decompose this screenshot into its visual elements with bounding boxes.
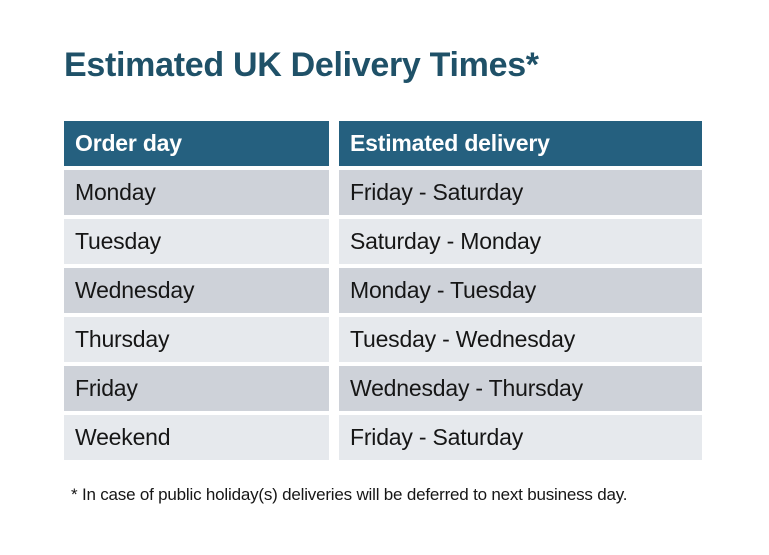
table-cell-order-day: Friday <box>64 366 329 411</box>
delivery-times-table: Order day Estimated delivery Monday Frid… <box>64 121 702 460</box>
table-cell-estimated-delivery: Friday - Saturday <box>339 170 702 215</box>
page-title: Estimated UK Delivery Times* <box>64 46 539 84</box>
table-cell-estimated-delivery: Wednesday - Thursday <box>339 366 702 411</box>
column-header-estimated-delivery: Estimated delivery <box>339 121 702 166</box>
table-cell-order-day: Tuesday <box>64 219 329 264</box>
table-cell-order-day: Weekend <box>64 415 329 460</box>
table-cell-order-day: Wednesday <box>64 268 329 313</box>
table-cell-estimated-delivery: Saturday - Monday <box>339 219 702 264</box>
table-cell-estimated-delivery: Friday - Saturday <box>339 415 702 460</box>
column-header-order-day: Order day <box>64 121 329 166</box>
table-cell-order-day: Thursday <box>64 317 329 362</box>
table-cell-estimated-delivery: Monday - Tuesday <box>339 268 702 313</box>
footnote: * In case of public holiday(s) deliverie… <box>71 485 628 504</box>
table-cell-estimated-delivery: Tuesday - Wednesday <box>339 317 702 362</box>
table-cell-order-day: Monday <box>64 170 329 215</box>
